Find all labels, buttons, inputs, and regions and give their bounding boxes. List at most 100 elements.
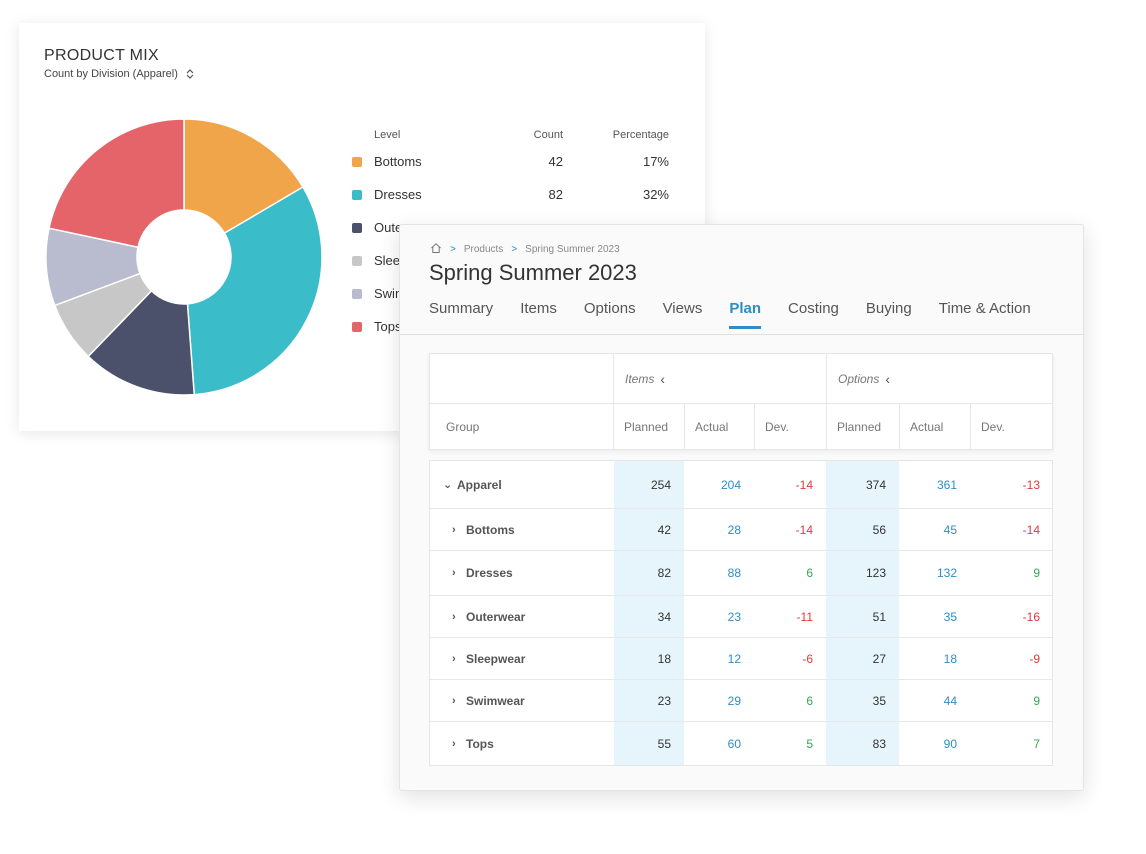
table-row[interactable]: › Bottoms 42 28 -14 56 45 -14 — [430, 509, 1052, 551]
chevron-left-icon[interactable]: ‹ — [885, 370, 891, 387]
column-header-dev[interactable]: Dev. — [754, 403, 826, 450]
items-planned-value: 42 — [657, 522, 671, 537]
legend-swatch — [352, 189, 362, 200]
options-actual-value: 132 — [936, 566, 957, 580]
legend-swatch — [352, 156, 362, 167]
options-planned-value: 35 — [872, 693, 886, 708]
items-planned-value: 254 — [650, 477, 671, 492]
items-actual-value: 29 — [727, 693, 741, 708]
table-row[interactable]: › Dresses 82 88 6 123 132 9 — [430, 551, 1052, 596]
options-dev-value: -13 — [1022, 477, 1040, 492]
items-actual-value: 12 — [727, 651, 741, 666]
legend-swatch — [352, 288, 362, 299]
column-header-planned[interactable]: Planned — [826, 403, 899, 450]
options-actual-value: 35 — [943, 609, 957, 624]
chevron-right-icon[interactable]: › — [452, 652, 456, 665]
chevron-right-icon[interactable]: › — [452, 523, 456, 536]
breadcrumb: > Products > Spring Summer 2023 — [430, 242, 620, 257]
table-row[interactable]: › Outerwear 34 23 -11 51 35 -16 — [430, 596, 1052, 638]
breadcrumb-season[interactable]: Spring Summer 2023 — [525, 244, 620, 255]
legend-header-percentage: Percentage — [612, 129, 669, 141]
items-planned-value: 18 — [657, 651, 671, 666]
legend-count: 42 — [548, 154, 563, 169]
legend-level: Tops — [352, 319, 507, 334]
chart-subtitle-selector[interactable]: Count by Division (Apparel) — [44, 68, 194, 80]
legend-header-level: Level — [374, 129, 401, 141]
tab-views[interactable]: Views — [662, 300, 703, 317]
chevron-right-icon[interactable]: › — [452, 694, 456, 707]
tab-buying[interactable]: Buying — [865, 300, 912, 317]
tab-plan[interactable]: Plan — [729, 300, 761, 329]
row-group-name[interactable]: › Sleepwear — [430, 638, 614, 679]
column-header-actual[interactable]: Actual — [684, 403, 754, 450]
tab-costing[interactable]: Costing — [788, 300, 839, 317]
table-column-header-row: Group Planned Actual Dev. Planned Actual Dev. — [430, 403, 1052, 450]
legend-item[interactable]: Bottoms 42 17% — [352, 145, 672, 178]
pie-slice-tops[interactable] — [48, 118, 185, 249]
options-dev-value: 9 — [1033, 566, 1040, 580]
items-actual-value: 28 — [727, 522, 741, 537]
chevron-right-icon[interactable]: › — [452, 738, 456, 750]
table-group-header-row: Items ‹ Options ‹ — [430, 354, 1052, 404]
sort-updown-icon[interactable] — [186, 69, 194, 79]
home-icon[interactable] — [430, 242, 442, 257]
tab-summary[interactable]: Summary — [429, 300, 494, 317]
row-group-name[interactable]: › Dresses — [430, 551, 614, 595]
legend-header: Level Count Percentage — [352, 125, 672, 145]
options-planned-value: 27 — [872, 651, 886, 666]
options-dev-value: 9 — [1033, 693, 1040, 708]
legend-swatch — [352, 222, 362, 233]
chevron-down-icon[interactable]: ⌄ — [443, 479, 453, 491]
group-header-options[interactable]: Options ‹ — [826, 354, 1054, 403]
row-group-name[interactable]: › Tops — [430, 722, 614, 766]
column-header-group[interactable]: Group — [446, 419, 480, 434]
row-group-label: Tops — [466, 737, 494, 751]
column-header-planned[interactable]: Planned — [613, 403, 684, 450]
options-dev-value: 7 — [1033, 737, 1040, 751]
group-header-options-label: Options — [838, 371, 880, 386]
items-planned-value: 34 — [657, 609, 671, 624]
column-header-dev[interactable]: Dev. — [970, 403, 1054, 450]
table-header: Items ‹ Options ‹ Group Planned Actual Dev.… — [429, 353, 1053, 450]
legend-item[interactable]: Tops — [352, 310, 672, 343]
items-actual-value: 204 — [720, 477, 741, 492]
items-actual-value: 23 — [727, 609, 741, 624]
pie-slice-outerwear[interactable] — [87, 289, 196, 396]
chevron-right-icon: > — [511, 244, 518, 255]
pie-slice-dresses[interactable] — [186, 185, 323, 396]
legend-label: Dresses — [374, 187, 422, 202]
legend-count: 82 — [548, 187, 563, 202]
chevron-right-icon[interactable]: › — [452, 567, 456, 579]
table-row[interactable]: ⌄ Apparel 254 204 -14 374 361 -13 — [430, 461, 1052, 509]
row-group-name[interactable]: › Outerwear — [430, 596, 614, 637]
group-header-items[interactable]: Items ‹ — [613, 354, 826, 403]
legend-item[interactable]: Dresses 82 32% — [352, 178, 672, 211]
chevron-left-icon[interactable]: ‹ — [660, 370, 666, 387]
breadcrumb-products[interactable]: Products — [463, 244, 504, 255]
chevron-right-icon[interactable]: › — [452, 610, 456, 623]
row-group-name[interactable]: › Bottoms — [430, 509, 614, 550]
table-row[interactable]: › Tops 55 60 5 83 90 7 — [430, 722, 1052, 766]
column-header-actual[interactable]: Actual — [899, 403, 970, 450]
row-group-label: Dresses — [466, 566, 513, 580]
options-actual-value: 90 — [943, 737, 957, 751]
row-group-label: Bottoms — [466, 522, 515, 537]
pie-slice-bottoms[interactable] — [183, 118, 304, 235]
items-planned-value: 55 — [657, 737, 671, 751]
items-dev-value: -14 — [795, 522, 813, 537]
options-dev-value: -9 — [1029, 651, 1040, 666]
options-dev-value: -14 — [1022, 522, 1040, 537]
legend-level: Dresses — [352, 187, 507, 202]
legend-label: Tops — [374, 319, 402, 334]
row-group-name[interactable]: ⌄ Apparel — [430, 461, 614, 508]
legend-swatch — [352, 255, 362, 266]
tab-options[interactable]: Options — [583, 300, 636, 317]
row-group-name[interactable]: › Swimwear — [430, 680, 614, 721]
tab-time-action[interactable]: Time & Action — [938, 300, 1031, 317]
options-planned-value: 374 — [865, 477, 886, 492]
table-row[interactable]: › Sleepwear 18 12 -6 27 18 -9 — [430, 638, 1052, 680]
row-group-label: Sleepwear — [466, 651, 526, 666]
tab-items[interactable]: Items — [520, 300, 557, 317]
plan-table-body: ⌄ Apparel 254 204 -14 374 361 -13 › Bottoms 42 28 -1… — [429, 460, 1053, 766]
table-row[interactable]: › Swimwear 23 29 6 35 44 9 — [430, 680, 1052, 722]
